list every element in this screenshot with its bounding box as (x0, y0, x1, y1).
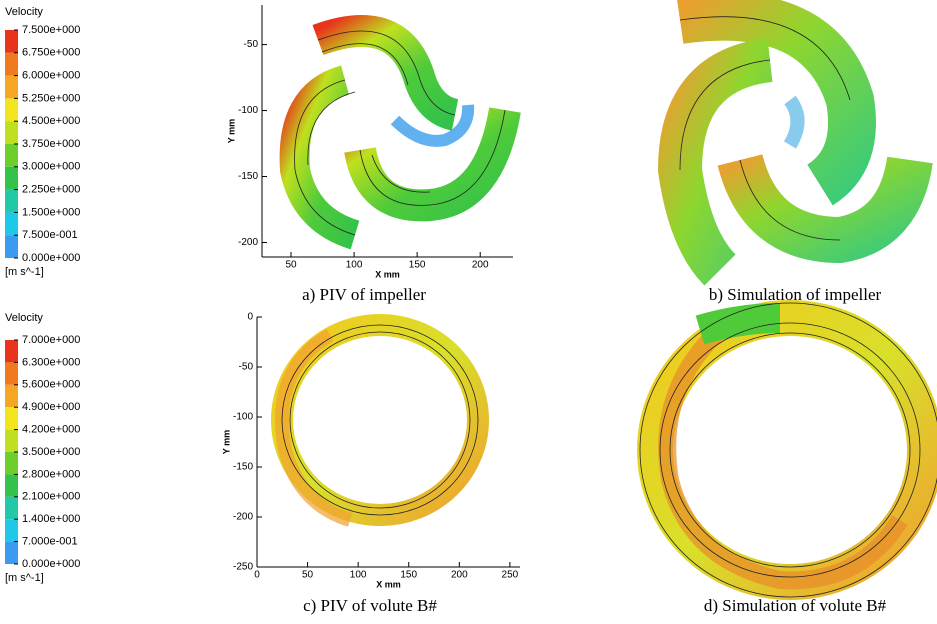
caption: a) PIV of impeller (302, 285, 426, 304)
colorbar-segment (5, 212, 18, 236)
x-tick-label: 50 (302, 570, 314, 581)
y-tick-label: -50 (239, 362, 254, 373)
caption: b) Simulation of impeller (709, 285, 882, 304)
legend-label: 7.500e+000 (22, 24, 80, 36)
legend-label: 5.600e+000 (22, 379, 80, 391)
y-tick-label: -50 (244, 39, 259, 50)
colorbar-segment (5, 235, 18, 258)
legend-label: 4.500e+000 (22, 115, 80, 127)
x-tick-label: 50 (285, 260, 297, 271)
legend-label: 3.500e+000 (22, 446, 80, 458)
x-tick-label: 150 (409, 260, 426, 271)
y-tick-label: -250 (233, 562, 253, 573)
legend-label: 6.750e+000 (22, 47, 80, 59)
x-tick-label: 200 (451, 570, 468, 581)
colorbar-segment (5, 407, 18, 430)
legend-unit: [m s^-1] (5, 266, 44, 278)
legend-label: 4.900e+000 (22, 401, 80, 413)
legend-label: 6.000e+000 (22, 70, 80, 82)
legend-label: 7.000e-001 (22, 536, 78, 548)
sim-volute-field (637, 300, 937, 600)
legend-label: 5.250e+000 (22, 92, 80, 104)
colorbar-segment (5, 98, 18, 122)
colorbar-segment (5, 519, 18, 542)
x-tick-label: 200 (472, 260, 489, 271)
colorbar-segment (5, 189, 18, 213)
legend-label: 2.800e+000 (22, 468, 80, 480)
x-tick-label: 150 (400, 570, 417, 581)
legend-label: 0.000e+000 (22, 558, 80, 570)
x-tick-label: 0 (254, 570, 260, 581)
caption: c) PIV of volute B# (303, 596, 437, 615)
y-tick-label: -100 (233, 412, 253, 423)
colorbar-segment (5, 496, 18, 520)
y-tick-label: -200 (233, 512, 253, 523)
piv-impeller-field (279, 15, 521, 250)
legend-title: Velocity (5, 312, 43, 324)
colorbar-segment (5, 429, 18, 452)
x-axis-label: X mm (376, 579, 401, 589)
colorbar-segment (5, 384, 18, 408)
colorbar-segment (5, 121, 18, 144)
caption: d) Simulation of volute B# (704, 596, 887, 615)
colorbar-segment (5, 52, 18, 76)
x-tick-label: 100 (350, 570, 367, 581)
y-tick-label: -100 (238, 105, 258, 116)
colorbar-segment (5, 75, 18, 99)
legend-label: 6.300e+000 (22, 356, 80, 368)
y-tick-label: -150 (233, 462, 253, 473)
legend-label: 3.000e+000 (22, 161, 80, 173)
legend-label: 3.750e+000 (22, 138, 80, 150)
y-axis-label: Y mm (221, 430, 231, 454)
legend-label: 0.000e+000 (22, 252, 80, 264)
y-tick-label: 0 (247, 312, 253, 323)
colorbar-segment (5, 340, 18, 363)
colorbar-segment (5, 474, 18, 497)
colorbar-segment (5, 541, 18, 564)
colorbar-segment (5, 166, 18, 190)
legend-unit: [m s^-1] (5, 572, 44, 584)
y-tick-label: -200 (238, 237, 258, 248)
colorbar-segment (5, 144, 18, 167)
sim-impeller-field (657, 0, 933, 286)
colorbar-segment (5, 362, 18, 385)
legend-label: 2.100e+000 (22, 491, 80, 503)
legend-label: 1.400e+000 (22, 513, 80, 525)
x-tick-label: 250 (502, 570, 519, 581)
x-tick-label: 100 (346, 260, 363, 271)
piv-volute-field (271, 314, 489, 527)
y-axis-label: Y mm (226, 119, 236, 143)
colorbar-segment (5, 452, 18, 475)
legend-label: 1.500e+000 (22, 206, 80, 218)
legend-title: Velocity (5, 6, 43, 18)
legend-label: 4.200e+000 (22, 424, 80, 436)
colorbar-segment (5, 30, 18, 53)
y-tick-label: -150 (238, 171, 258, 182)
x-axis-label: X mm (375, 269, 400, 279)
legend-label: 7.500e-001 (22, 229, 78, 241)
legend-label: 7.000e+000 (22, 334, 80, 346)
legend-label: 2.250e+000 (22, 184, 80, 196)
